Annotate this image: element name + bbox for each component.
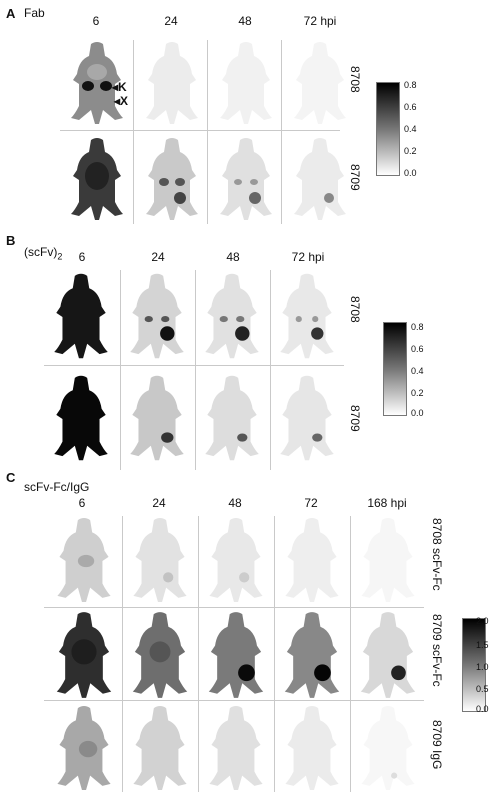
- panel-a-title: Fab: [24, 6, 45, 20]
- panel-a-time-72: 72 hpi: [303, 14, 337, 28]
- panel-b-time-72: 72 hpi: [291, 250, 325, 264]
- panel-a-8709-72h-scan: [294, 138, 346, 220]
- panel-c-8709-scfv-fc-24h-scan: [132, 612, 188, 698]
- panel-b-8709-24h-scan: [130, 375, 184, 461]
- panel-c-divider-v2: [198, 516, 199, 792]
- panel-c-tick-4: 0.0: [476, 704, 489, 714]
- panel-c-8709-igg-6h-scan: [57, 706, 111, 790]
- panel-a-8708-6h-scan: [71, 42, 123, 124]
- panel-c-row-label-8709-igg: 8709 IgG: [430, 720, 444, 770]
- panel-c-letter: C: [6, 470, 16, 485]
- panel-c-divider-v3: [274, 516, 275, 792]
- xenograft-label: X: [120, 94, 129, 108]
- panel-c-divider-v4: [350, 516, 351, 792]
- panel-b-tick-0: 0.8: [411, 322, 424, 332]
- panel-a-time-6: 6: [92, 14, 100, 28]
- panel-b-8708-48h-scan: [205, 273, 259, 359]
- panel-a-tick-3: 0.2: [404, 146, 417, 156]
- panel-b-divider-v3: [270, 270, 271, 470]
- panel-a-letter: A: [6, 6, 16, 21]
- panel-a-kidney-annotation: ◂K: [112, 80, 127, 94]
- panel-c-time-6: 6: [78, 496, 86, 510]
- panel-b-time-48: 48: [226, 250, 240, 264]
- panel-a-tick-1: 0.6: [404, 102, 417, 112]
- panel-b-divider-h: [44, 365, 344, 366]
- arrow-left-icon: ◂: [114, 94, 121, 108]
- panel-b-tick-4: 0.0: [411, 408, 424, 418]
- panel-c-8709-igg-168h-scan: [361, 706, 415, 790]
- panel-c-time-24: 24: [152, 496, 166, 510]
- panel-c-8708-scfv-fc-48h-scan: [209, 518, 263, 602]
- panel-b-8709-48h-scan: [205, 375, 259, 461]
- panel-c-8709-igg-72h-scan: [285, 706, 339, 790]
- panel-c-tick-2: 1.0: [476, 662, 489, 672]
- panel-a-divider-v2: [207, 40, 208, 224]
- panel-c-tick-0: 2.0: [476, 616, 489, 626]
- panel-b-title: (scFv)2: [24, 245, 62, 261]
- panel-c-8708-scfv-fc-72h-scan: [285, 518, 339, 602]
- panel-b-title-subscript: 2: [57, 251, 63, 262]
- panel-c-8709-scfv-fc-48h-scan: [208, 612, 264, 698]
- panel-c-time-72: 72: [304, 496, 318, 510]
- panel-a-xenograft-annotation: ◂X: [114, 94, 128, 108]
- panel-c-8708-scfv-fc-6h-scan: [57, 518, 111, 602]
- panel-b-8708-72h-scan: [280, 273, 334, 359]
- panel-c-row-label-8709-scfv-fc: 8709 scFv-Fc: [430, 614, 444, 687]
- panel-c-tick-1: 1.5: [476, 640, 489, 650]
- panel-a-8709-24h-scan: [146, 138, 198, 220]
- panel-c-colorbar: [462, 618, 486, 712]
- panel-a-8708-72h-scan: [294, 42, 346, 124]
- panel-b-row-label-8709: 8709: [348, 405, 362, 432]
- panel-c-title: scFv-Fc/IgG: [24, 480, 90, 494]
- arrow-left-icon: ◂: [112, 80, 119, 94]
- panel-b-row-label-8708: 8708: [348, 296, 362, 323]
- panel-a-divider-v1: [133, 40, 134, 224]
- panel-b-tick-2: 0.4: [411, 366, 424, 376]
- panel-c-8709-scfv-fc-72h-scan: [284, 612, 340, 698]
- panel-a-8708-48h-scan: [220, 42, 272, 124]
- panel-a-tick-4: 0.0: [404, 168, 417, 178]
- panel-a-time-48: 48: [238, 14, 252, 28]
- panel-c-8709-scfv-fc-6h-scan: [56, 612, 112, 698]
- panel-b-8708-6h-scan: [54, 273, 108, 359]
- panel-c-8709-scfv-fc-168h-scan: [360, 612, 416, 698]
- panel-c-8708-scfv-fc-24h-scan: [133, 518, 187, 602]
- panel-c-tick-3: 0.5: [476, 684, 489, 694]
- panel-b-divider-v1: [120, 270, 121, 470]
- panel-a-8709-6h-scan: [71, 138, 123, 220]
- panel-c-8709-igg-48h-scan: [209, 706, 263, 790]
- panel-a-time-24: 24: [164, 14, 178, 28]
- panel-c-divider-v1: [122, 516, 123, 792]
- panel-b-8709-72h-scan: [280, 375, 334, 461]
- panel-a-tick-0: 0.8: [404, 80, 417, 90]
- panel-c-divider-h1: [44, 607, 424, 608]
- panel-a-colorbar: [376, 82, 400, 176]
- panel-a-divider-v3: [281, 40, 282, 224]
- panel-b-time-24: 24: [151, 250, 165, 264]
- panel-b-8708-24h-scan: [130, 273, 184, 359]
- panel-b-tick-1: 0.6: [411, 344, 424, 354]
- panel-b-tick-3: 0.2: [411, 388, 424, 398]
- panel-b-letter: B: [6, 233, 16, 248]
- panel-c-divider-h2: [44, 700, 424, 701]
- panel-b-8709-6h-scan: [54, 375, 108, 461]
- panel-b-time-6: 6: [78, 250, 86, 264]
- panel-b-title-text: (scFv): [24, 245, 58, 259]
- panel-c-8708-scfv-fc-168h-scan: [361, 518, 415, 602]
- panel-a-8709-48h-scan: [220, 138, 272, 220]
- panel-b-colorbar: [383, 322, 407, 416]
- panel-a-divider-h: [60, 130, 340, 131]
- panel-a-tick-2: 0.4: [404, 124, 417, 134]
- kidney-label: K: [118, 80, 127, 94]
- panel-c-time-168: 168 hpi: [367, 496, 407, 510]
- panel-c-8709-igg-24h-scan: [133, 706, 187, 790]
- panel-b-divider-v2: [195, 270, 196, 470]
- panel-c-time-48: 48: [228, 496, 242, 510]
- panel-a-8708-24h-scan: [146, 42, 198, 124]
- panel-c-row-label-8708-scfv-fc: 8708 scFv-Fc: [430, 518, 444, 591]
